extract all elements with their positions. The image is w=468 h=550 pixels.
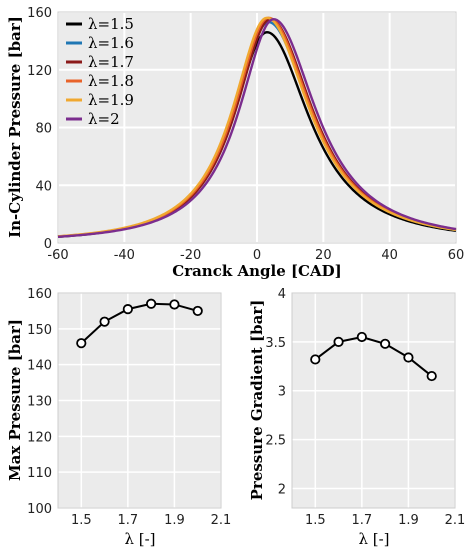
bottom-left-y-axis-label: Max Pressure [bar]: [6, 319, 24, 481]
data-point: [403, 352, 414, 363]
x-tick-label: -20: [180, 248, 201, 263]
bottom-right-y-axis-label: Pressure Gradient [bar]: [248, 300, 266, 501]
y-tick-label: 3: [278, 385, 286, 400]
y-tick-label: 160: [27, 287, 52, 302]
y-tick-label: 120: [27, 430, 52, 445]
y-tick-label: 3.5: [265, 336, 286, 351]
x-tick-label: -40: [114, 248, 135, 263]
top-legend: λ=1.5λ=1.6λ=1.7λ=1.8λ=1.9λ=2: [66, 15, 134, 128]
y-tick-label: 160: [27, 6, 52, 21]
data-point: [192, 305, 203, 317]
x-tick-label: 1.7: [352, 513, 373, 528]
legend-entry: λ=1.8: [88, 72, 134, 90]
data-point: [310, 354, 321, 365]
y-tick-label: 100: [27, 502, 52, 517]
x-tick-label: 1.5: [71, 513, 92, 528]
data-point: [76, 338, 87, 349]
bottom-right-series: [310, 331, 437, 382]
y-tick-label: 120: [27, 64, 52, 79]
bottom-left-series: [76, 298, 203, 349]
x-tick-label: 2.1: [211, 513, 232, 528]
legend-entry: λ=1.9: [88, 91, 134, 109]
x-tick-label: 1.5: [305, 513, 326, 528]
bottom-right-plot-area: [292, 293, 455, 508]
x-tick-label: 20: [315, 248, 332, 263]
top-y-ticks: 0 40 80 120 160: [27, 6, 52, 252]
legend-entry: λ=1.5: [88, 15, 134, 33]
data-point: [122, 304, 133, 315]
y-tick-label: 4: [278, 287, 286, 302]
data-point: [426, 370, 437, 382]
bottom-left-plot-frame: [57, 292, 222, 509]
y-tick-label: 140: [27, 359, 52, 374]
bottom-left-x-ticks: 1.5 1.7 1.9 2.1: [71, 513, 231, 528]
data-point: [356, 331, 367, 343]
bottom-right-y-ticks: 2 2.5 3 3.5 4: [265, 287, 286, 497]
legend-entry: λ=1.6: [88, 34, 134, 52]
bottom-left-panel: 1.5 1.7 1.9 2.1 100 110 120 130 140 150 160 λ [-]…: [6, 287, 231, 548]
data-point: [169, 299, 180, 310]
y-tick-label: 40: [35, 179, 52, 194]
y-tick-label: 130: [27, 395, 52, 410]
y-tick-label: 0: [44, 237, 52, 252]
bottom-right-panel: 1.5 1.7 1.9 2.1 2 2.5 3 3.5 4 λ [-] Pressure Gr…: [248, 287, 465, 548]
bottom-right-x-ticks: 1.5 1.7 1.9 2.1: [305, 513, 465, 528]
data-point: [146, 298, 157, 309]
x-tick-label: 1.9: [164, 513, 185, 528]
x-tick-label: 0: [253, 248, 261, 263]
legend-entry: λ=1.7: [88, 53, 134, 71]
x-tick-label: 2.1: [445, 513, 466, 528]
bottom-left-x-axis-label: λ [-]: [124, 530, 155, 548]
top-x-ticks: -60 -40 -20 0 20 40 60: [47, 248, 464, 263]
x-tick-label: -60: [47, 248, 68, 263]
x-tick-label: 1.7: [118, 513, 139, 528]
x-tick-label: 60: [448, 248, 465, 263]
bottom-left-y-ticks: 100 110 120 130 140 150 160: [27, 287, 52, 517]
top-curves: [57, 16, 457, 238]
y-tick-label: 2: [278, 482, 286, 497]
series-line: [57, 16, 457, 238]
top-y-axis-label: In-Cylinder Pressure [bar]: [6, 16, 24, 238]
data-point: [333, 336, 344, 347]
x-tick-label: 40: [381, 248, 398, 263]
top-x-axis-label: Cranck Angle [CAD]: [172, 262, 342, 280]
y-tick-label: 150: [27, 323, 52, 338]
bottom-right-x-axis-label: λ [-]: [358, 530, 389, 548]
bottom-right-plot-frame: [291, 292, 456, 509]
y-tick-label: 110: [27, 466, 52, 481]
series-line: [57, 18, 457, 238]
y-tick-label: 2.5: [265, 434, 286, 449]
y-tick-label: 80: [35, 122, 52, 137]
top-plot-frame: [57, 11, 457, 244]
x-tick-label: 1.9: [398, 513, 419, 528]
data-point: [99, 316, 110, 327]
data-point: [380, 338, 391, 349]
legend-entry: λ=2: [88, 110, 120, 128]
